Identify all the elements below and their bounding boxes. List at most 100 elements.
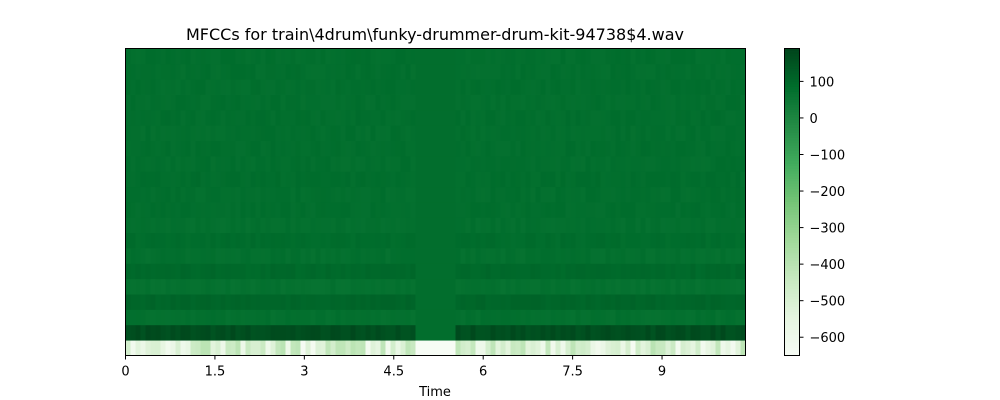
heatmap-cell — [215, 294, 221, 310]
heatmap-cell — [550, 48, 556, 65]
heatmap-cell — [265, 263, 271, 280]
heatmap-cell — [305, 309, 311, 326]
heatmap-cell — [215, 79, 221, 95]
heatmap-cell — [360, 48, 366, 65]
heatmap-cell — [280, 63, 286, 80]
heatmap-cell — [600, 140, 606, 157]
heatmap-cell — [220, 232, 226, 249]
heatmap-cell — [330, 340, 336, 356]
heatmap-cell — [175, 79, 181, 95]
heatmap-cell — [200, 63, 206, 80]
heatmap-cell — [425, 94, 431, 111]
heatmap-cell — [350, 171, 356, 188]
heatmap-cell — [215, 125, 221, 141]
heatmap-cell — [135, 109, 141, 126]
heatmap-cell — [570, 140, 576, 157]
heatmap-cell — [380, 79, 386, 95]
heatmap-cell — [490, 278, 496, 295]
heatmap-cell — [290, 63, 296, 80]
heatmap-cell — [215, 263, 221, 280]
heatmap-cell — [310, 248, 316, 264]
heatmap-cell — [685, 294, 691, 310]
heatmap-cell — [405, 109, 411, 126]
heatmap-cell — [555, 94, 561, 111]
heatmap-cell — [305, 186, 311, 203]
heatmap-cell — [520, 309, 526, 326]
heatmap-cell — [665, 294, 671, 310]
heatmap-cell — [155, 232, 161, 249]
heatmap-cell — [300, 202, 306, 218]
heatmap-cell — [340, 248, 346, 264]
heatmap-cell — [490, 94, 496, 111]
heatmap-cell — [175, 63, 181, 80]
heatmap-cell — [460, 263, 466, 280]
heatmap-cell — [410, 63, 416, 80]
heatmap-cell — [700, 324, 706, 341]
heatmap-cell — [610, 278, 616, 295]
heatmap-cell — [385, 263, 391, 280]
heatmap-cell — [610, 140, 616, 157]
heatmap-cell — [170, 294, 176, 310]
heatmap-cell — [585, 79, 591, 95]
heatmap-cell — [380, 171, 386, 188]
heatmap-cell — [505, 309, 511, 326]
heatmap-cell — [380, 340, 386, 356]
heatmap-cell — [705, 248, 711, 264]
heatmap-cell — [240, 324, 246, 341]
heatmap-cell — [545, 217, 551, 234]
heatmap-cell — [465, 232, 471, 249]
heatmap-cell — [610, 202, 616, 218]
heatmap-cell — [370, 324, 376, 341]
heatmap-cell — [230, 79, 236, 95]
heatmap-cell — [420, 217, 426, 234]
heatmap-cell — [320, 324, 326, 341]
heatmap-cell — [610, 324, 616, 341]
heatmap-cell — [535, 140, 541, 157]
heatmap-cell — [175, 232, 181, 249]
heatmap-cell — [160, 202, 166, 218]
heatmap-cell — [275, 186, 281, 203]
heatmap-cell — [135, 202, 141, 218]
heatmap-cell — [165, 324, 171, 341]
heatmap-cell — [495, 79, 501, 95]
heatmap-cell — [380, 109, 386, 126]
heatmap-cell — [540, 294, 546, 310]
heatmap-cell — [525, 278, 531, 295]
heatmap-cell — [140, 79, 146, 95]
heatmap-cell — [555, 109, 561, 126]
heatmap-cell — [170, 79, 176, 95]
heatmap-cell — [530, 140, 536, 157]
heatmap-cell — [135, 248, 141, 264]
heatmap-cell — [435, 125, 441, 141]
heatmap-cell — [650, 79, 656, 95]
heatmap-cell — [345, 248, 351, 264]
heatmap-cell — [150, 125, 156, 141]
heatmap-cell — [730, 294, 736, 310]
heatmap-cell — [235, 278, 241, 295]
heatmap-cell — [135, 278, 141, 295]
heatmap-cell — [140, 140, 146, 157]
heatmap-cell — [680, 94, 686, 111]
heatmap-cell — [740, 324, 746, 341]
heatmap-cell — [220, 324, 226, 341]
heatmap-cell — [635, 186, 641, 203]
heatmap-cell — [355, 186, 361, 203]
heatmap-cell — [125, 155, 131, 172]
heatmap-cell — [380, 248, 386, 264]
heatmap-cell — [735, 324, 741, 341]
heatmap-cell — [620, 324, 626, 341]
heatmap-cell — [710, 294, 716, 310]
heatmap-cell — [285, 48, 291, 65]
heatmap-cell — [195, 125, 201, 141]
heatmap-cell — [735, 186, 741, 203]
heatmap-cell — [615, 186, 621, 203]
heatmap-cell — [345, 202, 351, 218]
heatmap-cell — [425, 309, 431, 326]
heatmap-cell — [310, 94, 316, 111]
heatmap-cell — [320, 79, 326, 95]
heatmap-cell — [335, 109, 341, 126]
heatmap-cell — [335, 294, 341, 310]
heatmap-cell — [555, 171, 561, 188]
heatmap-cell — [375, 94, 381, 111]
heatmap-cell — [560, 309, 566, 326]
